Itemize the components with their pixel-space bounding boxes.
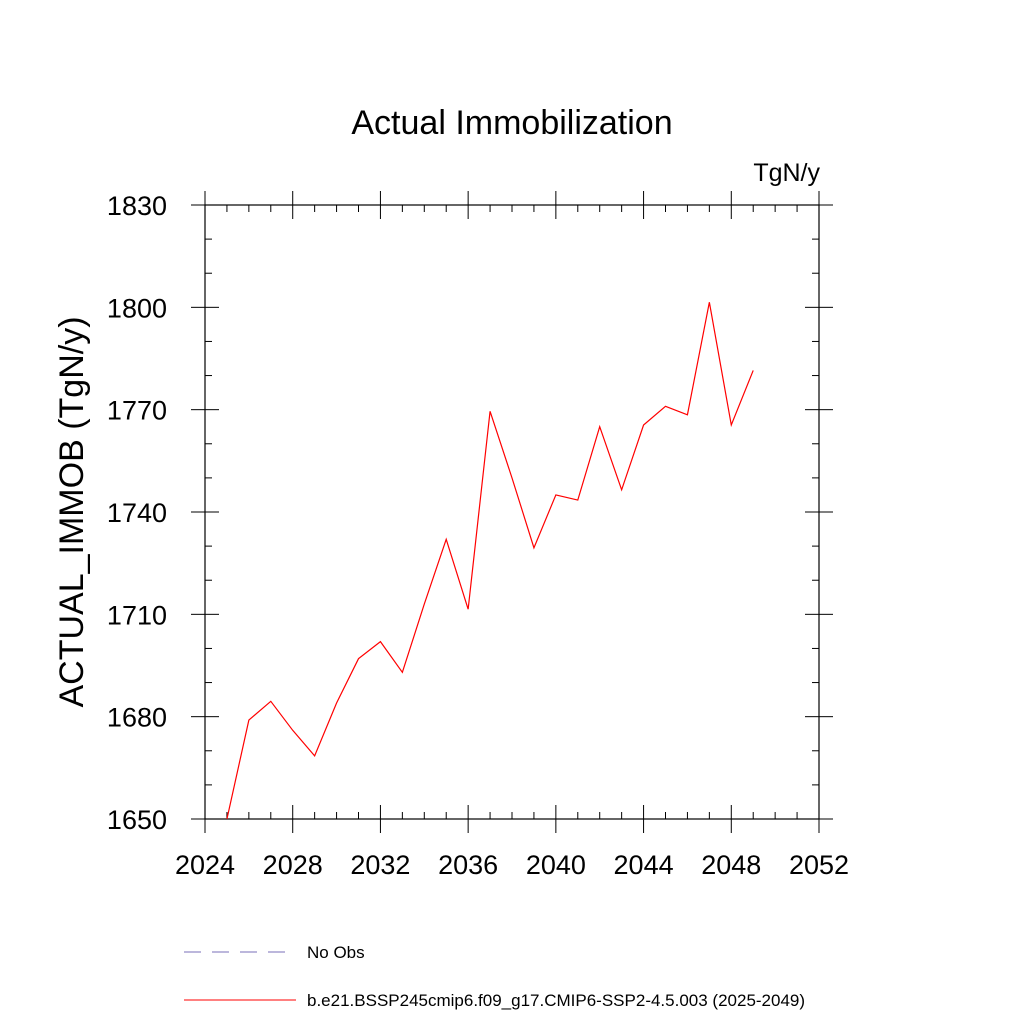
x-tick-label: 2048 <box>701 850 761 880</box>
y-tick-label: 1800 <box>107 293 167 323</box>
legend-label-1: b.e21.BSSP245cmip6.f09_g17.CMIP6-SSP2-4.… <box>307 991 805 1010</box>
chart-title: Actual Immobilization <box>351 104 672 142</box>
x-tick-label: 2024 <box>175 850 235 880</box>
x-tick-label: 2040 <box>526 850 586 880</box>
plot-frame <box>204 204 820 820</box>
x-tick-label: 2044 <box>614 850 674 880</box>
y-tick-label: 1680 <box>107 703 167 733</box>
series-group <box>226 302 754 820</box>
x-tick-label: 2028 <box>263 850 323 880</box>
y-tick-label: 1650 <box>107 805 167 835</box>
series-line-0 <box>226 302 754 820</box>
y-tick-label: 1710 <box>107 600 167 630</box>
x-tick-label: 2052 <box>789 850 849 880</box>
units-label: TgN/y <box>753 159 820 187</box>
axis-ticks <box>191 191 833 833</box>
legend-label-0: No Obs <box>307 943 365 962</box>
x-tick-label: 2036 <box>438 850 498 880</box>
y-axis-label: ACTUAL_IMMOB (TgN/y) <box>53 316 91 707</box>
y-tick-label: 1770 <box>107 396 167 426</box>
y-tick-label: 1830 <box>107 191 167 221</box>
legend: No Obs b.e21.BSSP245cmip6.f09_g17.CMIP6-S… <box>184 943 805 1010</box>
y-tick-label: 1740 <box>107 498 167 528</box>
tick-labels: 2024 2028 2032 2036 2040 2044 2048 2052 1650 1680… <box>107 191 849 880</box>
x-tick-label: 2032 <box>350 850 410 880</box>
